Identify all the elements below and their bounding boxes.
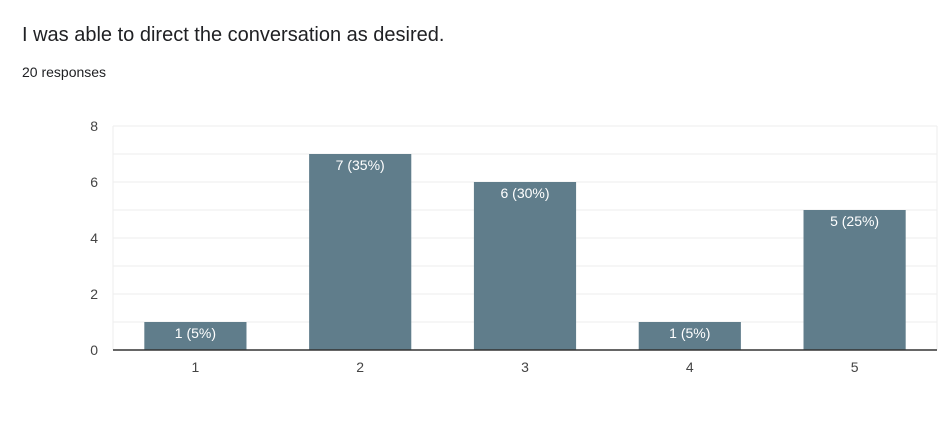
question-title: I was able to direct the conversation as… [22, 24, 445, 46]
bar-data-label: 1 (5%) [175, 325, 216, 341]
bar [473, 182, 577, 350]
y-axis-ticks: 0 2 4 6 8 [90, 118, 98, 358]
bars [144, 154, 906, 350]
y-tick-label: 8 [90, 118, 98, 134]
response-count: 20 responses [22, 64, 107, 80]
y-tick-label: 6 [90, 174, 98, 190]
x-tick-label: 4 [686, 359, 694, 375]
bar [803, 210, 906, 350]
y-tick-label: 2 [90, 286, 98, 302]
bar-data-label: 5 (25%) [830, 213, 879, 229]
bar-data-labels: 1 (5%) 7 (35%) 6 (30%) 1 (5%) 5 (25%) [175, 157, 879, 341]
y-tick-label: 0 [90, 342, 98, 358]
bar [309, 154, 412, 350]
x-tick-label: 5 [851, 359, 859, 375]
x-tick-label: 3 [521, 359, 529, 375]
grid-lines [112, 125, 938, 350]
x-tick-label: 1 [192, 359, 200, 375]
x-tick-label: 2 [356, 359, 364, 375]
bar-data-label: 6 (30%) [500, 185, 549, 201]
y-tick-label: 4 [90, 230, 98, 246]
bar [144, 322, 247, 350]
x-axis-ticks: 1 2 3 4 5 [192, 359, 859, 375]
bar-data-label: 1 (5%) [669, 325, 710, 341]
bar-data-label: 7 (35%) [336, 157, 385, 173]
bar [638, 322, 741, 350]
